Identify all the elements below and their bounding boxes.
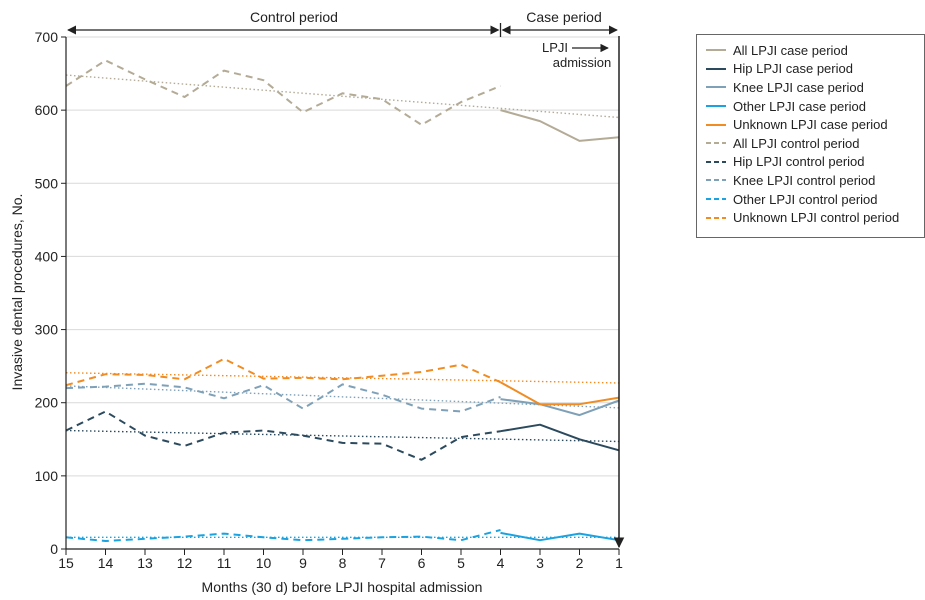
x-tick-label-12: 12	[177, 555, 193, 571]
y-tick-label-100: 100	[35, 468, 59, 484]
x-tick-label-11: 11	[217, 555, 232, 571]
legend-item-hip-control: Hip LPJI control period	[705, 153, 920, 172]
trend-line-all	[65, 74, 620, 119]
series-unknown-case	[500, 381, 620, 406]
legend-swatch	[706, 105, 726, 108]
legend-label: Knee LPJI case period	[733, 79, 864, 95]
x-tick-label-3: 3	[536, 555, 544, 571]
legend-item-unknown-control: Unknown LPJI control period	[705, 208, 920, 227]
legend-label: All LPJI control period	[733, 135, 860, 151]
x-tick-label-10: 10	[256, 555, 272, 571]
series-knee-case	[500, 398, 620, 417]
legend-swatch	[706, 123, 726, 126]
legend-swatch	[706, 179, 726, 182]
x-tick-label-1: 1	[615, 555, 623, 571]
x-tick-label-15: 15	[58, 555, 74, 571]
legend: All LPJI case period Hip LPJI case period…	[696, 34, 925, 238]
y-tick-label-700: 700	[35, 29, 59, 45]
annotation-line1: LPJI	[542, 40, 568, 55]
legend-label: Unknown LPJI control period	[733, 210, 900, 226]
trend-line-hip	[65, 429, 620, 443]
gridlines	[66, 36, 619, 477]
x-tick-label-2: 2	[576, 555, 584, 571]
legend-label: Other LPJI case period	[733, 98, 866, 114]
x-tick-label-6: 6	[418, 555, 426, 571]
x-tick-label-7: 7	[378, 555, 386, 571]
series-all-control	[65, 59, 501, 126]
legend-item-all-case: All LPJI case period	[705, 41, 920, 60]
y-tick-label-200: 200	[35, 395, 59, 411]
series-hip-control	[65, 410, 501, 461]
x-tick-label-4: 4	[497, 555, 505, 571]
x-axis-label: Months (30 d) before LPJI hospital admis…	[202, 579, 483, 595]
legend-item-all-control: All LPJI control period	[705, 134, 920, 153]
x-tick-label-8: 8	[339, 555, 347, 571]
y-tick-label-300: 300	[35, 322, 59, 338]
legend-swatch	[706, 160, 726, 163]
legend-item-unknown-case: Unknown LPJI case period	[705, 115, 920, 134]
legend-item-other-control: Other LPJI control period	[705, 190, 920, 209]
legend-label: Other LPJI control period	[733, 191, 878, 207]
annotation-line2: admission	[553, 55, 612, 70]
series-knee-control	[65, 382, 501, 413]
case-period-label: Case period	[526, 9, 602, 25]
legend-label: Knee LPJI control period	[733, 172, 876, 188]
x-tick-label-5: 5	[457, 555, 465, 571]
legend-item-knee-case: Knee LPJI case period	[705, 78, 920, 97]
series-other-control	[65, 529, 501, 542]
legend-item-other-case: Other LPJI case period	[705, 97, 920, 116]
series-other-case	[500, 531, 620, 542]
trend-line-knee	[65, 385, 620, 409]
legend-label: Hip LPJI control period	[733, 154, 865, 170]
y-tick-label-400: 400	[35, 248, 59, 264]
legend-label: Hip LPJI case period	[733, 61, 853, 77]
admission-annotation: LPJI admission	[542, 36, 625, 549]
legend-swatch	[706, 198, 726, 201]
axes	[61, 36, 620, 555]
legend-swatch	[706, 49, 726, 52]
y-axis-label: Invasive dental procedures, No.	[9, 194, 25, 391]
x-tick-label-14: 14	[98, 555, 114, 571]
legend-swatch	[706, 86, 726, 89]
legend-label: Unknown LPJI case period	[733, 117, 888, 133]
series-hip-case	[500, 423, 620, 452]
series-unknown-control	[65, 357, 501, 387]
legend-label: All LPJI case period	[733, 42, 848, 58]
x-tick-label-9: 9	[299, 555, 307, 571]
x-tick-label-13: 13	[137, 555, 153, 571]
series-lines	[65, 59, 620, 542]
period-markers: Control period Case period	[67, 9, 618, 37]
legend-swatch	[706, 142, 726, 145]
y-tick-label-600: 600	[35, 102, 59, 118]
series-all-case	[500, 109, 620, 142]
legend-item-knee-control: Knee LPJI control period	[705, 171, 920, 190]
y-tick-label-0: 0	[50, 541, 58, 557]
trend-lines	[65, 74, 620, 538]
control-period-label: Control period	[250, 9, 338, 25]
legend-item-hip-case: Hip LPJI case period	[705, 60, 920, 79]
legend-swatch	[706, 67, 726, 70]
legend-swatch	[706, 216, 726, 219]
trend-line-unknown	[65, 372, 620, 384]
y-tick-label-500: 500	[35, 175, 59, 191]
